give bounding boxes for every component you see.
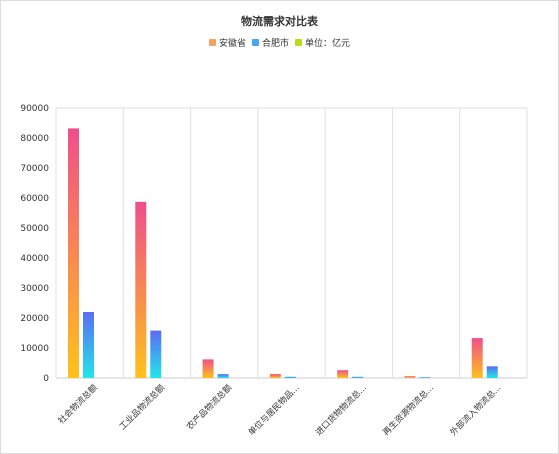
x-tick-label: 农产品物流总额 xyxy=(184,382,234,432)
y-tick-label: 60000 xyxy=(20,194,49,204)
bar-hefei[interactable] xyxy=(352,376,364,378)
bar-hefei[interactable] xyxy=(83,312,94,378)
y-tick-label: 0 xyxy=(43,374,49,384)
bar-anhui[interactable] xyxy=(269,374,281,378)
y-tick-label: 10000 xyxy=(20,344,49,354)
legend-item-unit[interactable]: 单位：亿元 xyxy=(295,36,350,49)
legend-item-hefei[interactable]: 合肥市 xyxy=(251,36,289,49)
legend-label-hefei: 合肥市 xyxy=(261,39,289,49)
legend-swatch-unit xyxy=(295,39,302,46)
x-tick-label: 外部流入物流总... xyxy=(448,382,504,438)
legend-swatch-anhui xyxy=(208,39,216,46)
y-tick-label: 90000 xyxy=(20,104,49,114)
y-tick-label: 80000 xyxy=(20,134,49,144)
bar-anhui[interactable] xyxy=(202,359,214,378)
bar-anhui[interactable] xyxy=(471,338,483,378)
legend-label-anhui: 安徽省 xyxy=(218,39,246,49)
bar-anhui[interactable] xyxy=(68,128,79,378)
chart-title: 物流需求对比表 xyxy=(241,15,318,28)
grid-lines xyxy=(55,107,528,379)
bar-anhui[interactable] xyxy=(337,370,349,378)
bar-hefei[interactable] xyxy=(486,366,498,378)
x-tick-label: 社会物流总额 xyxy=(56,382,100,426)
bars xyxy=(68,128,498,378)
bar-hefei[interactable] xyxy=(419,377,431,378)
legend-swatch-hefei xyxy=(251,39,259,46)
legend-item-anhui[interactable]: 安徽省 xyxy=(208,36,246,49)
y-tick-label: 50000 xyxy=(20,224,49,234)
bar-anhui[interactable] xyxy=(404,376,416,378)
y-tick-label: 40000 xyxy=(20,254,49,264)
bar-hefei[interactable] xyxy=(150,330,162,378)
y-axis-ticks: 0 10000 20000 30000 40000 50000 60000 70000 8000… xyxy=(20,104,49,384)
y-tick-label: 30000 xyxy=(20,284,49,294)
chart-legend: 安徽省 合肥市 单位：亿元 xyxy=(0,36,559,49)
x-tick-label: 进口货物物流总... xyxy=(313,382,369,438)
x-tick-label: 再生资源物流总... xyxy=(381,382,437,438)
bar-hefei[interactable] xyxy=(284,376,296,378)
x-axis-ticks: 社会物流总额 工业品物流总额 农产品物流总额 单位与居民物品... 进口货物物流总...… xyxy=(56,382,504,438)
bar-hefei[interactable] xyxy=(217,374,229,378)
y-tick-label: 20000 xyxy=(20,314,49,324)
bar-anhui[interactable] xyxy=(135,201,147,378)
x-tick-label: 单位与居民物品... xyxy=(246,382,302,438)
legend-label-unit: 单位：亿元 xyxy=(305,39,351,49)
x-tick-label: 工业品物流总额 xyxy=(117,382,167,432)
y-tick-label: 70000 xyxy=(20,164,49,174)
